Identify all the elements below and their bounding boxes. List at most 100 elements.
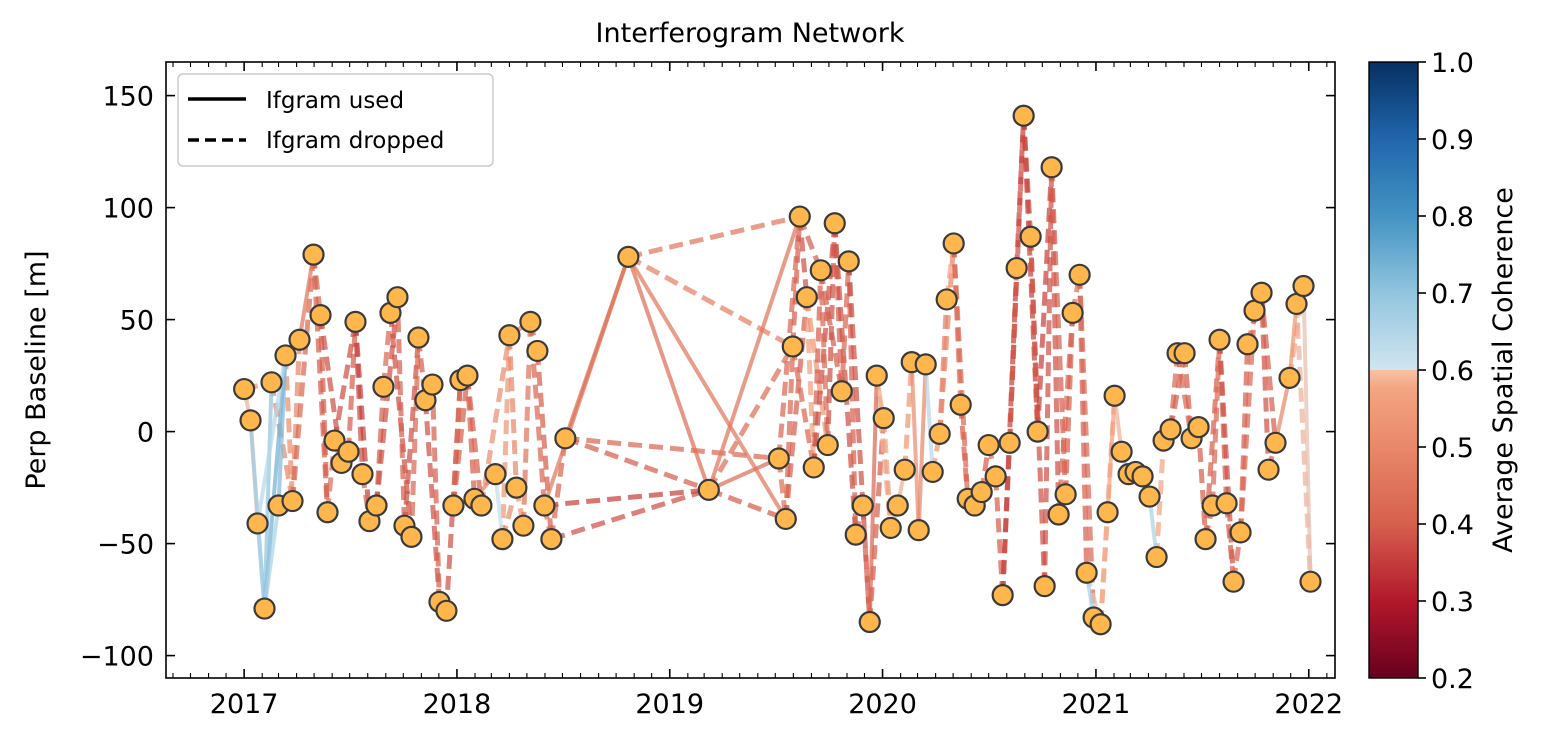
acquisition-point [526,339,549,363]
acquisition-point [498,324,521,347]
ifgram-dropped-edge [1035,167,1055,432]
acquisition-point [1208,328,1231,351]
acquisition-point [788,205,811,228]
acquisition-point [1047,503,1070,526]
ifgram-used-edge [916,364,928,531]
acquisition-point [442,494,465,517]
y-axis-label: Perp Baseline [m] [21,250,52,489]
acquisition-point [837,250,860,273]
x-tick-label: 2021 [1062,689,1131,720]
acquisition-point [1299,570,1322,593]
colorbar-tick-label: 0.7 [1431,279,1474,310]
acquisition-point [1026,420,1049,443]
acquisition-point [407,326,430,349]
ifgram-dropped-edge [1049,167,1062,515]
ifgram-used-edge [707,456,780,492]
acquisition-point [351,463,374,486]
acquisition-point [554,427,577,450]
acquisition-point [921,460,944,484]
acquisition-point [991,584,1014,607]
acquisition-point [400,525,423,548]
acquisition-point [337,440,360,463]
acquisition-point [260,371,283,394]
acquisition-point [858,610,881,634]
ifgram-dropped-edge [318,314,344,464]
ifgram-dropped-edge [1028,236,1048,587]
acquisition-point [886,494,909,517]
ifgram-dropped-edge [1224,503,1237,582]
ifgram-dropped-edge [1168,352,1188,430]
acquisition-point [1194,528,1217,551]
ifgram-dropped-edge [818,270,831,446]
acquisition-point [774,507,797,531]
y-tick-label: 150 [102,82,154,113]
ifgram-dropped-edge [825,223,838,446]
ifgram-used-edge [262,505,281,609]
ifgram-dropped-edge [1063,312,1076,495]
ifgram-dropped-edge [1007,115,1027,443]
colorbar-tick-label: 1.0 [1431,48,1474,79]
ifgram-dropped-edge [1049,167,1069,495]
ifgram-dropped-edge [499,335,512,540]
acquisition-point [1173,342,1196,365]
ifgram-used-edge [297,254,316,341]
acquisition-point [914,353,937,376]
acquisition-point [970,480,993,504]
acquisition-point [984,465,1007,488]
ifgram-dropped-edge [627,254,794,349]
legend-entry-used: Ifgram used [266,88,404,114]
ifgram-dropped-edge [797,216,810,298]
acquisition-point [1278,366,1301,389]
acquisition-point [1110,440,1133,463]
acquisition-point [540,528,563,551]
ifgram-dropped-edge [1154,440,1167,558]
acquisition-point [1229,521,1252,544]
acquisition-point [809,259,832,282]
ifgram-dropped-edge [565,435,780,461]
ifgram-dropped-edge [627,214,801,260]
acquisition-point [1075,561,1098,584]
acquisition-point [1103,384,1126,407]
acquisition-point [1012,104,1035,127]
ifgram-used-edge [262,382,274,609]
acquisition-point [435,599,458,622]
ifgram-dropped-edge [283,355,296,502]
ifgram-dropped-edge [394,297,407,526]
acquisition-point [767,447,790,470]
acquisition-point [1236,333,1259,356]
acquisition-point [1131,465,1154,488]
acquisition-point [697,478,720,501]
colorbar-label: Average Spatial Coherence [1488,187,1519,553]
ifgram-dropped-edge [790,216,803,347]
ifgram-dropped-edge [1000,267,1020,596]
ifgram-dropped-edge [325,440,337,513]
acquisition-point [505,476,528,499]
acquisition-point [274,344,297,367]
acquisition-point [928,422,951,445]
ifgram-dropped-edge [1196,426,1209,540]
ifgram-used-edge [923,364,935,473]
acquisition-point [795,286,818,309]
colorbar: 0.2 0.3 0.4 0.5 0.6 0.7 0.8 0.9 1.0 Average Spat… [1368,48,1519,695]
colorbar-tick-label: 0.3 [1431,587,1474,618]
acquisition-point [1264,431,1287,454]
acquisition-point [239,409,262,432]
acquisition-point [830,380,853,403]
colorbar-tick-label: 0.4 [1431,510,1474,541]
ifgram-dropped-edge [707,487,787,522]
x-tick-label: 2020 [848,689,917,720]
acquisition-point [1138,485,1161,508]
acquisition-point [1222,570,1245,593]
colorbar-tick-label: 0.9 [1431,125,1474,156]
y-tick-label: 50 [120,306,154,337]
legend: Ifgram used Ifgram dropped [177,73,494,167]
y-axis: −100 −50 0 50 100 150 [80,82,1335,673]
acquisition-point [519,310,542,333]
ifgram-dropped-edge [373,296,400,506]
acquisition-point [1054,483,1077,506]
acquisition-point [1005,256,1028,280]
acquisition-point [879,516,902,540]
acquisition-point [617,245,640,268]
ifgram-used-edge [1301,285,1313,582]
acquisition-point [365,494,388,517]
